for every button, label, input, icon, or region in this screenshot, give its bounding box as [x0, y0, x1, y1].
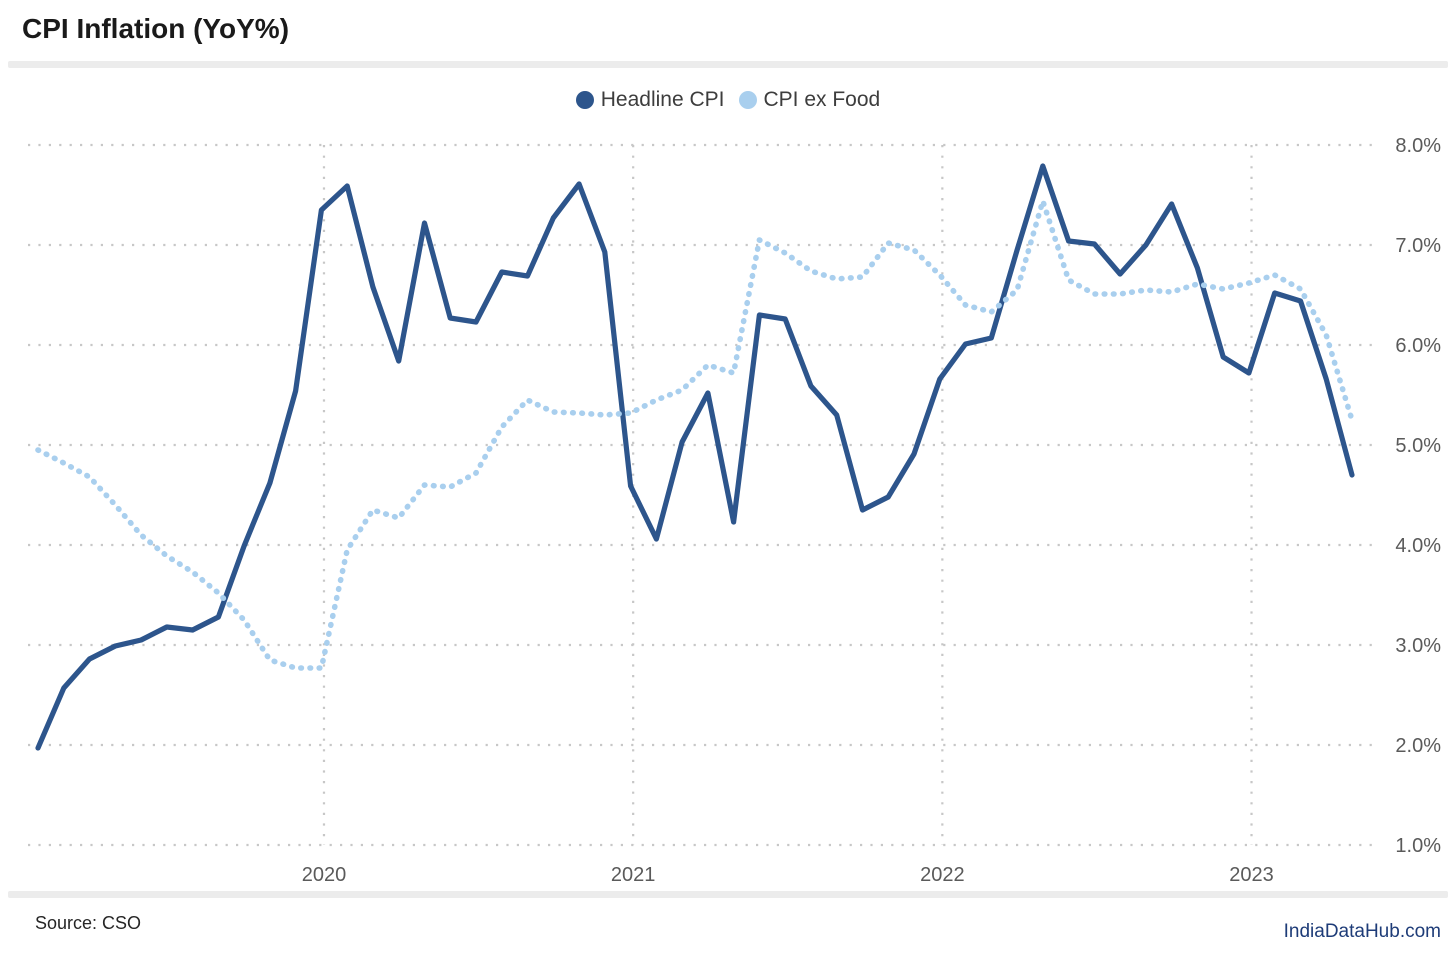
source-note: Source: CSO [35, 913, 142, 933]
cpi-ex-food-series-line [35, 198, 1355, 671]
y-tick-label: 5.0% [1395, 435, 1441, 457]
x-tick-label: 2021 [611, 864, 656, 886]
brand-link[interactable]: IndiaDataHub.com [1283, 921, 1441, 942]
legend-item-headline-cpi[interactable]: Headline CPI [575, 88, 725, 112]
headline-cpi-series-line [35, 163, 1355, 751]
x-tick-label: 2020 [302, 864, 347, 886]
legend-marker-cpi-ex-food [738, 91, 757, 109]
y-tick-label: 1.0% [1395, 835, 1441, 857]
x-tick-label: 2023 [1229, 864, 1274, 886]
y-tick-label: 6.0% [1395, 335, 1441, 357]
bottom-divider [8, 891, 1448, 898]
page-title: CPI Inflation (YoY%) [22, 13, 290, 44]
legend-label-headline-cpi: Headline CPI [600, 88, 725, 111]
legend-item-cpi-ex-food[interactable]: CPI ex Food [738, 88, 881, 112]
x-tick-label: 2022 [920, 864, 965, 886]
top-divider [8, 61, 1448, 68]
y-tick-label: 7.0% [1395, 235, 1441, 257]
legend-label-cpi-ex-food: CPI ex Food [763, 88, 881, 111]
y-tick-label: 4.0% [1395, 535, 1441, 557]
y-tick-label: 3.0% [1395, 635, 1441, 657]
chart-legend: Headline CPI CPI ex Food [0, 88, 1456, 112]
y-tick-label: 8.0% [1395, 135, 1441, 157]
y-tick-label: 2.0% [1395, 735, 1441, 757]
legend-marker-headline-cpi [575, 91, 594, 109]
